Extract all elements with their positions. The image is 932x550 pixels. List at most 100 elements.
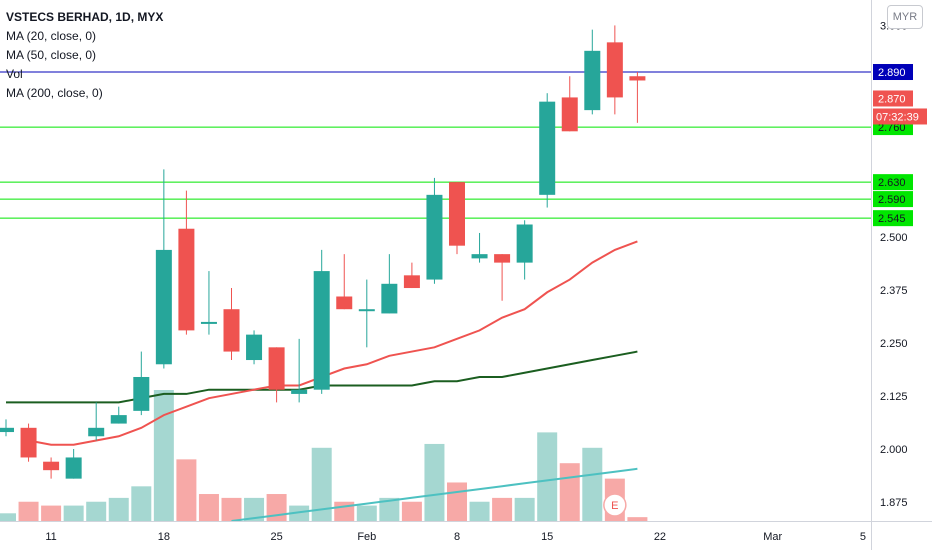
candle [539, 93, 556, 208]
candle [246, 330, 263, 365]
support-price-tag: 2.545 [878, 213, 906, 225]
candle [494, 254, 511, 301]
candle-body [313, 271, 330, 390]
candle [336, 254, 353, 310]
support-price-tag-bg [873, 210, 913, 227]
candle [20, 423, 37, 462]
candle-body [336, 296, 353, 310]
support-price-tag: 2.760 [878, 122, 906, 134]
legend-ma20[interactable]: MA (20, close, 0) [6, 29, 97, 43]
candle [110, 406, 127, 424]
price-line-tag-bg [873, 64, 913, 81]
candle-body [606, 42, 623, 98]
candle-body [65, 457, 82, 479]
volume-bar [198, 494, 219, 521]
candle [133, 351, 150, 416]
price-tick-label: 2.000 [880, 444, 908, 456]
volume-bar [221, 497, 242, 521]
price-tick-label: 2.250 [880, 338, 908, 350]
time-tick-label: 15 [541, 531, 553, 543]
time-tick-label: Mar [763, 531, 782, 543]
candle-body [426, 194, 443, 280]
volume-bar [514, 497, 535, 521]
candle [516, 220, 533, 280]
volume-bar [311, 447, 332, 521]
volume-group [0, 390, 648, 521]
volume-bar [559, 463, 580, 521]
candle-body [471, 254, 488, 259]
last-price-tag: 2.870 [878, 93, 906, 105]
candle-body [20, 427, 37, 458]
candle [426, 177, 443, 284]
candle [223, 288, 240, 361]
candle-body [561, 97, 578, 132]
support-price-tag: 2.590 [878, 194, 906, 206]
volume-bar [41, 505, 62, 521]
symbol-title[interactable]: VSTECS BERHAD, 1D, MYX [6, 10, 164, 24]
time-tick-label: Feb [357, 531, 376, 543]
volume-bar [447, 482, 467, 521]
candle-body [494, 254, 511, 263]
countdown-bg [873, 108, 927, 125]
chart-legend: VSTECS BERHAD, 1D, MYX MA (20, close, 0)… [6, 8, 163, 103]
legend-ma50[interactable]: MA (50, close, 0) [6, 48, 97, 62]
volume-bar [379, 497, 400, 521]
candle [43, 457, 60, 479]
candle-body [43, 461, 60, 471]
candle [65, 448, 82, 479]
candle-body [629, 76, 646, 81]
candle-body [110, 415, 127, 424]
price-tick-label: 2.125 [880, 391, 908, 403]
candle [381, 254, 398, 314]
support-price-tag-bg [873, 191, 913, 208]
candle [449, 182, 465, 255]
volume-bar [18, 501, 39, 521]
legend-ma200[interactable]: MA (200, close, 0) [6, 86, 103, 100]
volume-bar [356, 505, 377, 521]
candle [471, 232, 488, 263]
candle-body [358, 309, 375, 312]
candle-body [223, 309, 240, 352]
volume-bar [401, 501, 422, 521]
candle [200, 271, 217, 335]
candle-body [268, 347, 285, 390]
volume-bar [108, 497, 129, 521]
candle [268, 347, 285, 403]
legend-vol[interactable]: Vol [6, 67, 23, 81]
ma20-line [28, 240, 638, 446]
volume-ma-line [231, 467, 638, 522]
time-tick-label: 22 [654, 531, 666, 543]
support-price-tag: 2.630 [878, 177, 906, 189]
candle-body [200, 321, 217, 324]
candle-body [178, 228, 195, 331]
volume-bar [244, 497, 265, 521]
volume-bar [469, 501, 490, 521]
time-tick-label: 8 [454, 531, 460, 543]
currency-button[interactable]: MYR [887, 5, 923, 29]
volume-bar [492, 497, 513, 521]
candle-body [449, 182, 465, 246]
candle-body [246, 334, 263, 361]
candle [155, 169, 172, 369]
price-tick-label: 2.500 [880, 232, 908, 244]
candle [358, 279, 375, 348]
candle-body [133, 376, 150, 411]
volume-bar [153, 390, 174, 521]
volume-bar [0, 513, 16, 521]
time-tick-label: 11 [45, 531, 56, 543]
price-tick-label: 2.375 [880, 285, 908, 297]
volume-bar [424, 443, 445, 521]
candle [629, 72, 646, 123]
time-tick-label: 5 [860, 531, 866, 543]
candle-body [155, 249, 172, 365]
candle-body [584, 50, 601, 111]
candle-body [291, 389, 308, 394]
candle [561, 76, 578, 132]
candle [88, 402, 105, 441]
earnings-marker-label: E [611, 500, 618, 512]
volume-bar [582, 447, 603, 521]
time-tick-label: 18 [158, 531, 170, 543]
earnings-marker [603, 493, 627, 517]
candle [313, 249, 330, 394]
candle [178, 190, 195, 335]
